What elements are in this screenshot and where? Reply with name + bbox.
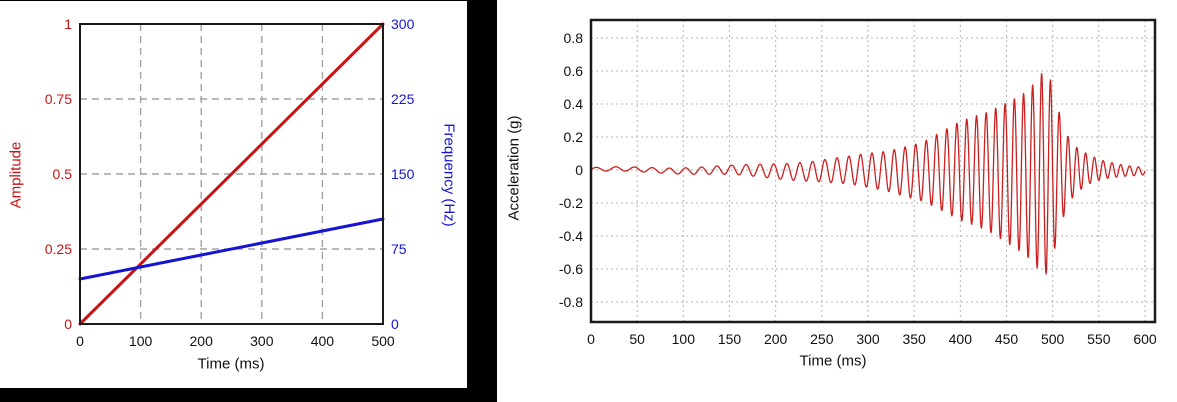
y-tick-label-acceleration: -0.8 bbox=[558, 294, 583, 310]
x-tick-label: 350 bbox=[902, 331, 926, 347]
y-tick-label-acceleration: 0.4 bbox=[563, 96, 583, 112]
x-tick-label: 200 bbox=[189, 333, 213, 349]
y-tick-label-acceleration: 0 bbox=[575, 162, 583, 178]
x-tick-label: 400 bbox=[310, 333, 335, 349]
x-tick-label: 250 bbox=[810, 331, 834, 347]
acceleration-y-axis-title: Acceleration (g) bbox=[505, 115, 523, 221]
x-tick-label: 0 bbox=[587, 331, 595, 347]
y-tick-label-amplitude: 0.5 bbox=[52, 166, 72, 182]
x-tick-label: 150 bbox=[717, 331, 742, 347]
y-tick-label-acceleration: 0.8 bbox=[563, 30, 583, 46]
x-tick-label: 550 bbox=[1087, 331, 1111, 347]
y-tick-label-amplitude: 0.25 bbox=[44, 241, 72, 257]
y-tick-label-frequency: 300 bbox=[391, 16, 415, 32]
x-tick-label: 200 bbox=[763, 331, 788, 347]
left-chart-x-axis-title: Time (ms) bbox=[197, 355, 265, 373]
y-tick-label-acceleration: 0.2 bbox=[563, 129, 583, 145]
x-tick-label: 50 bbox=[629, 331, 645, 347]
acceleration-waveform-path bbox=[590, 72, 1146, 275]
amplitude-frequency-chart: Amplitude Frequency (Hz) Time (ms) 0 0.25… bbox=[0, 1, 467, 388]
left-plot-svg bbox=[78, 22, 385, 326]
right-plot-svg bbox=[589, 18, 1157, 324]
amplitude-line bbox=[78, 22, 385, 326]
y-tick-label-acceleration: -0.6 bbox=[558, 261, 583, 277]
y-tick-label-frequency: 0 bbox=[391, 316, 399, 332]
x-tick-label: 300 bbox=[856, 331, 880, 347]
x-tick-label: 400 bbox=[948, 331, 973, 347]
x-tick-label: 500 bbox=[371, 333, 395, 349]
x-tick-label: 0 bbox=[76, 333, 84, 349]
plot-frame bbox=[589, 18, 1157, 324]
x-tick-label: 300 bbox=[250, 333, 274, 349]
right-chart-x-axis-title: Time (ms) bbox=[799, 352, 867, 370]
y-tick-label-amplitude: 1 bbox=[64, 16, 72, 32]
x-tick-label: 100 bbox=[671, 331, 696, 347]
y-tick-label-amplitude: 0 bbox=[64, 316, 72, 332]
x-tick-label: 450 bbox=[994, 331, 1019, 347]
plot-frame bbox=[79, 23, 384, 325]
x-tick-label: 500 bbox=[1040, 331, 1065, 347]
x-tick-label: 100 bbox=[128, 333, 153, 349]
y-tick-label-acceleration: -0.2 bbox=[558, 195, 583, 211]
right-y-axis-title: Frequency (Hz) bbox=[440, 123, 458, 227]
x-tick-label: 600 bbox=[1133, 331, 1157, 347]
y-tick-label-frequency: 75 bbox=[391, 241, 407, 257]
y-tick-label-frequency: 150 bbox=[391, 166, 415, 182]
frequency-line bbox=[78, 217, 385, 281]
y-tick-label-acceleration: 0.6 bbox=[563, 63, 583, 79]
y-tick-label-frequency: 225 bbox=[391, 91, 415, 107]
y-tick-label-amplitude: 0.75 bbox=[44, 91, 72, 107]
y-tick-label-acceleration: -0.4 bbox=[558, 228, 583, 244]
acceleration-chart: Acceleration (g) Time (ms) 0.8 0.6 0.4 0.2 0… bbox=[497, 0, 1177, 402]
